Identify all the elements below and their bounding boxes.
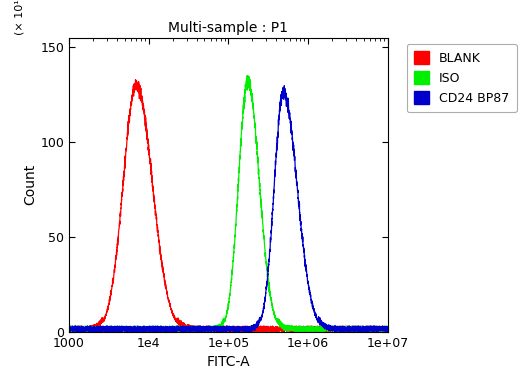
Legend: BLANK, ISO, CD24 BP87: BLANK, ISO, CD24 BP87 (407, 44, 517, 112)
X-axis label: FITC-A: FITC-A (207, 355, 250, 369)
Y-axis label: Count: Count (23, 164, 38, 205)
Text: (× 10¹): (× 10¹) (15, 0, 25, 35)
Title: Multi-sample : P1: Multi-sample : P1 (168, 21, 288, 35)
